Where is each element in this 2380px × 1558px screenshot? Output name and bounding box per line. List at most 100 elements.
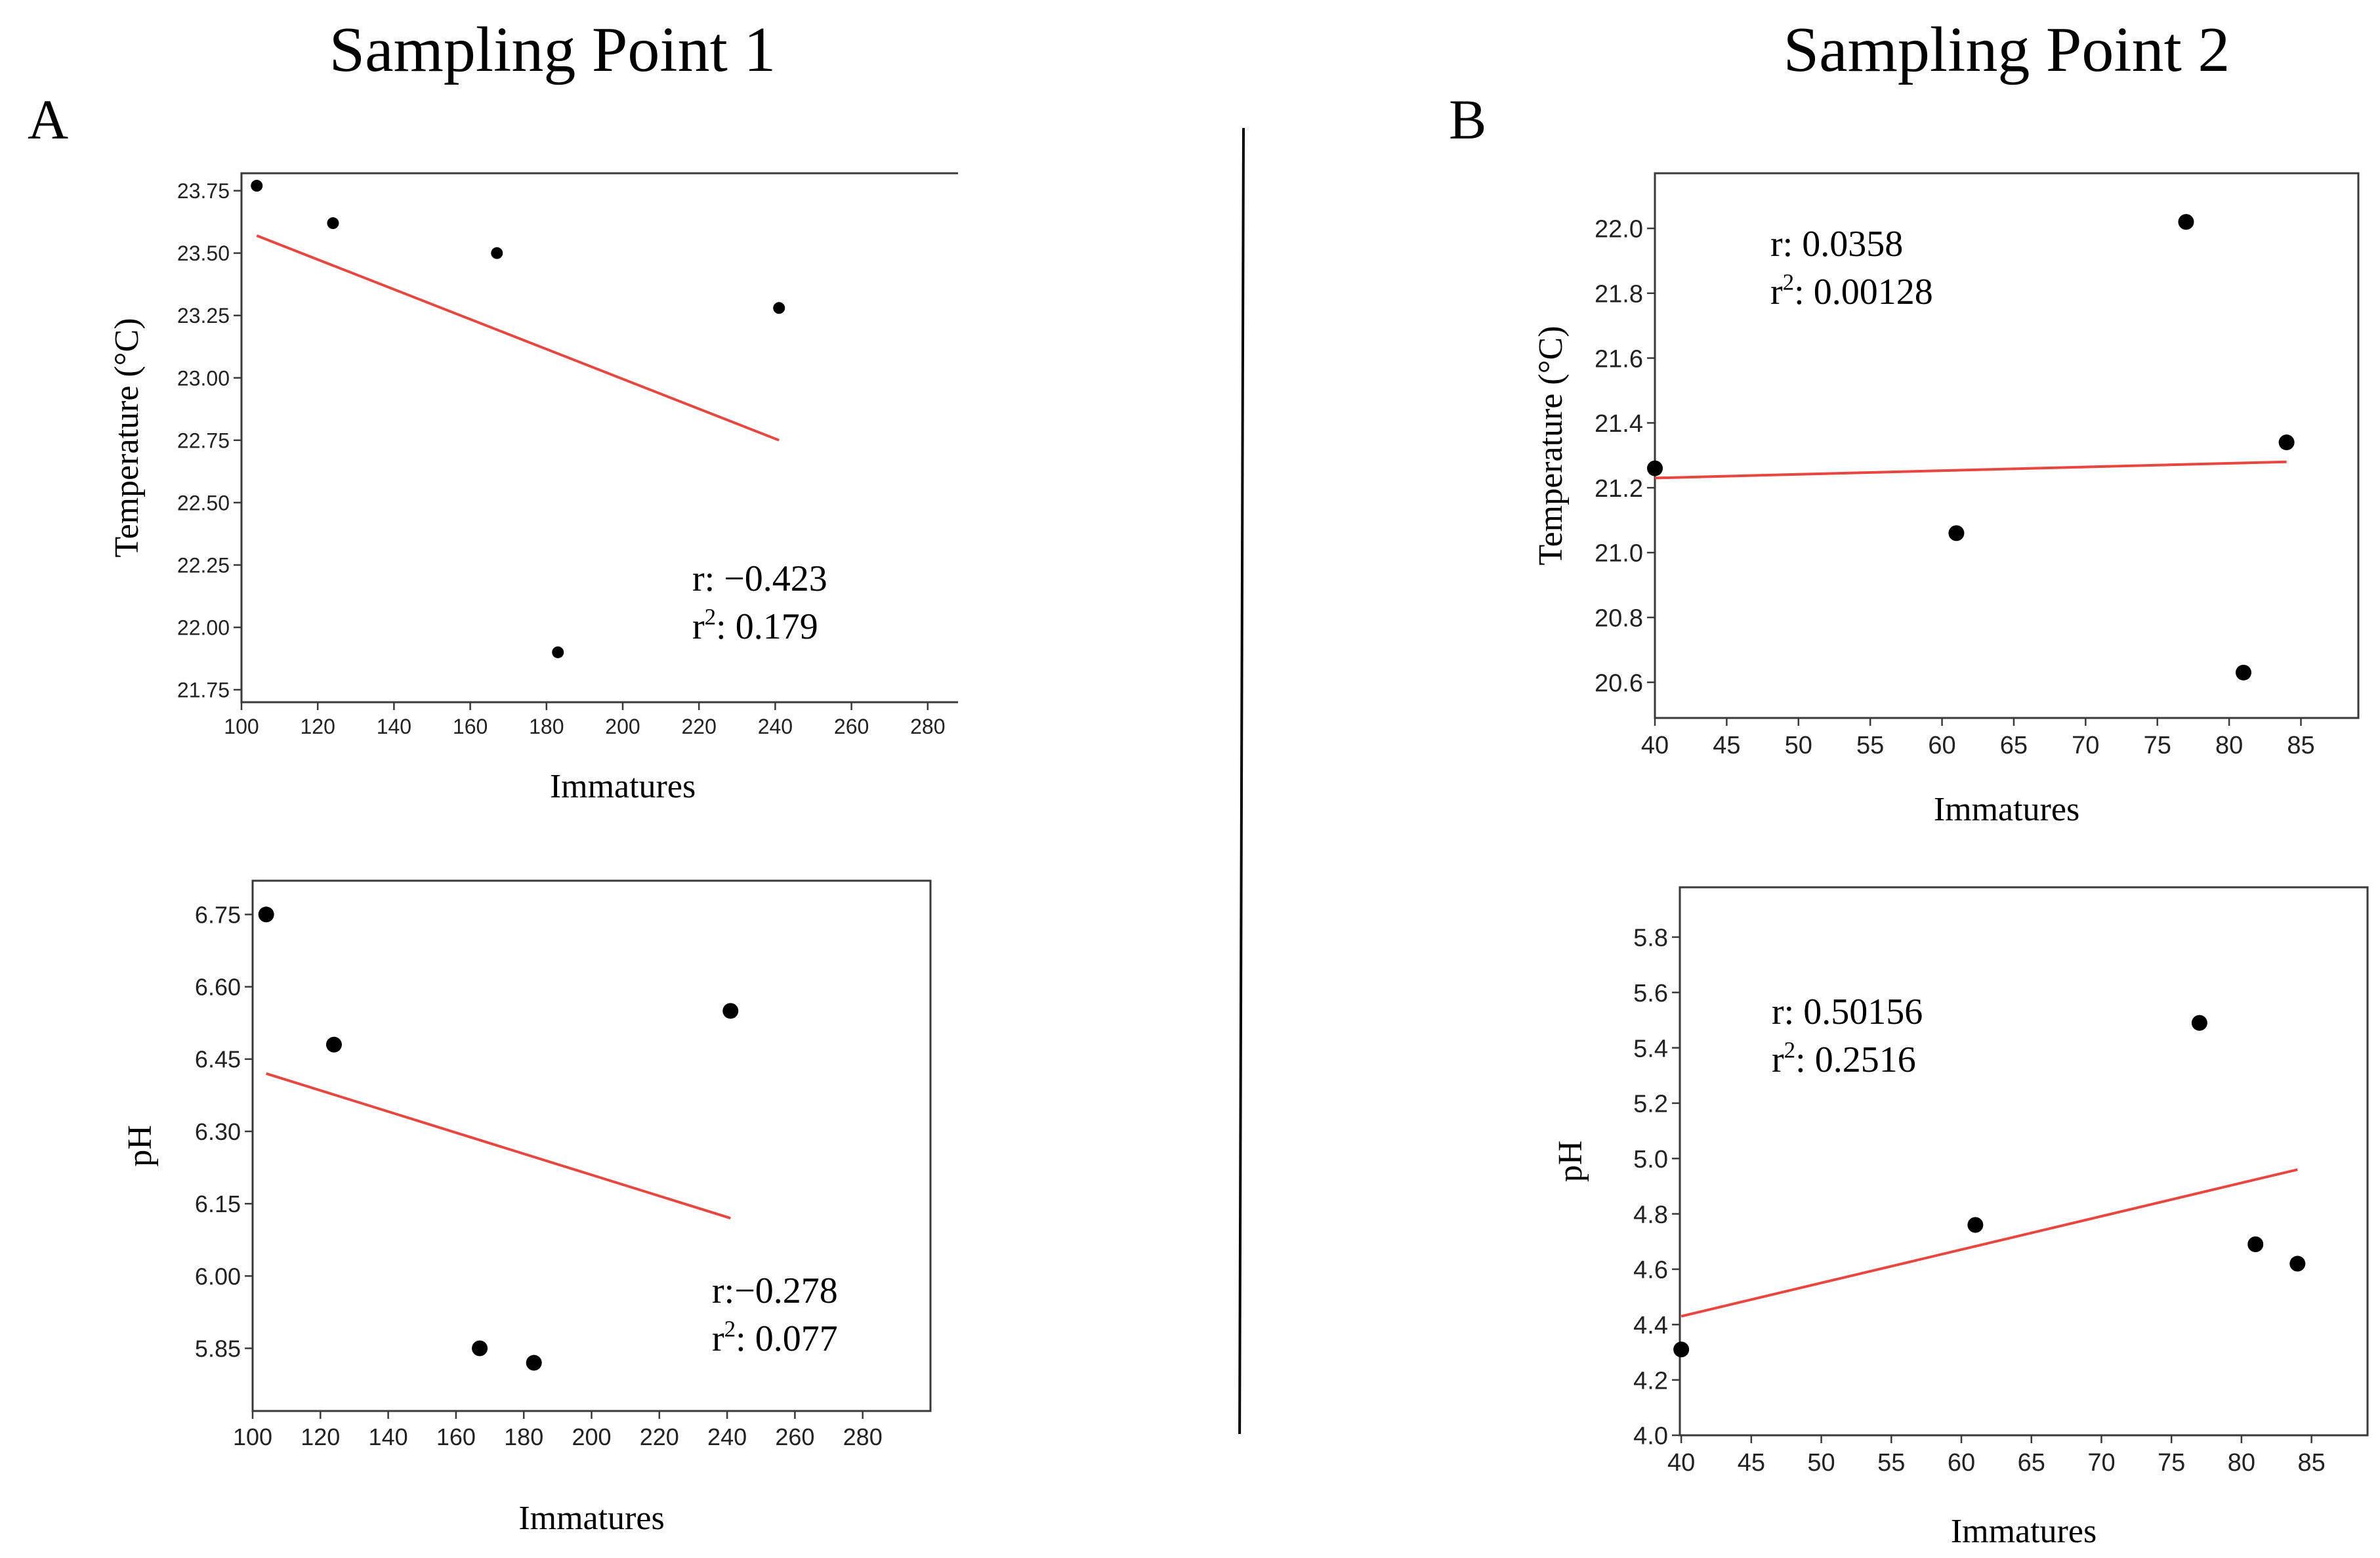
x-tick-label: 280 xyxy=(843,1423,883,1450)
x-tick-label: 55 xyxy=(1877,1449,1905,1477)
x-tick-label: 220 xyxy=(640,1423,679,1450)
data-point xyxy=(773,302,785,314)
y-axis-label: Temperature (°C) xyxy=(1532,326,1570,565)
y-tick-label: 6.45 xyxy=(195,1046,241,1073)
x-tick-label: 70 xyxy=(2072,732,2099,759)
y-tick-label: 23.25 xyxy=(177,304,230,327)
regression-line xyxy=(1654,460,2287,480)
y-tick-label: 20.6 xyxy=(1595,669,1643,697)
x-tick-label: 80 xyxy=(2228,1449,2255,1477)
y-tick-label: 21.2 xyxy=(1595,475,1643,503)
x-tick-label: 45 xyxy=(1738,1449,1765,1477)
data-point xyxy=(472,1340,488,1357)
x-tick-label: 60 xyxy=(1928,732,1955,759)
x-tick-label: 80 xyxy=(2215,732,2243,759)
regression-line xyxy=(256,234,780,442)
correlation-r-squared: r2: 0.179 xyxy=(692,604,818,647)
y-tick-label: 22.75 xyxy=(177,429,230,452)
correlation-r: r:−0.278 xyxy=(712,1271,838,1311)
y-tick-label: 4.6 xyxy=(1633,1257,1668,1284)
y-tick-label: 22.50 xyxy=(177,491,230,515)
data-point xyxy=(491,247,503,259)
data-point xyxy=(722,1003,739,1019)
x-tick-label: 100 xyxy=(233,1423,272,1450)
x-axis-label: Immatures xyxy=(518,1500,664,1537)
chart-sp1-temperature: 100 120 140 160 180 200 220 240 260 280 21.75 22.00… xyxy=(108,172,958,805)
x-tick-label: 180 xyxy=(504,1423,543,1450)
x-tick-label: 140 xyxy=(377,715,411,738)
y-tick-label: 5.6 xyxy=(1633,980,1668,1007)
y-tick-label: 21.75 xyxy=(177,679,230,702)
y-tick-label: 21.4 xyxy=(1595,410,1643,438)
regression-line xyxy=(266,1072,731,1220)
correlation-r: r: 0.0358 xyxy=(1770,224,1903,264)
y-tick-label: 20.8 xyxy=(1595,605,1643,633)
data-point xyxy=(2289,1255,2306,1272)
y-tick-label: 5.0 xyxy=(1633,1146,1668,1173)
y-tick-label: 4.2 xyxy=(1633,1367,1668,1395)
x-tick-label: 75 xyxy=(2158,1449,2185,1477)
panel-title-sampling-point-1: Sampling Point 1 xyxy=(329,14,776,85)
y-tick-label: 4.4 xyxy=(1633,1312,1668,1339)
y-tick-label: 4.8 xyxy=(1633,1201,1668,1229)
x-tick-label: 40 xyxy=(1641,732,1669,759)
data-point xyxy=(2278,434,2295,451)
y-axis-label: Temperature (°C) xyxy=(108,318,146,557)
correlation-r: r: 0.50156 xyxy=(1772,992,1923,1032)
y-tick-label: 23.75 xyxy=(177,179,230,203)
x-tick-label: 180 xyxy=(529,715,564,738)
y-tick-label: 6.75 xyxy=(195,901,241,928)
plot-frame xyxy=(240,172,958,704)
y-tick-label: 4.0 xyxy=(1633,1423,1668,1450)
data-point xyxy=(1647,460,1663,476)
panel-letter-a: A xyxy=(28,88,69,151)
y-tick-label: 22.00 xyxy=(177,616,230,639)
x-tick-label: 140 xyxy=(369,1423,408,1450)
data-point xyxy=(258,906,274,923)
y-tick-label: 21.6 xyxy=(1595,345,1643,373)
x-tick-label: 100 xyxy=(224,715,259,738)
y-tick-label: 5.4 xyxy=(1633,1035,1668,1063)
x-tick-label: 60 xyxy=(1948,1449,1975,1477)
data-point xyxy=(2191,1015,2207,1031)
plot-frame xyxy=(1654,172,2360,719)
y-tick-label: 23.50 xyxy=(177,242,230,265)
y-tick-label: 21.8 xyxy=(1595,280,1643,308)
correlation-r: r: −0.423 xyxy=(692,558,827,599)
x-tick-label: 260 xyxy=(834,715,869,738)
y-tick-label: 6.60 xyxy=(195,974,241,1001)
x-tick-label: 220 xyxy=(682,715,717,738)
panel-divider xyxy=(1238,128,1245,1435)
y-tick-label: 5.2 xyxy=(1633,1091,1668,1118)
data-point xyxy=(1967,1217,1984,1233)
x-tick-label: 260 xyxy=(775,1423,814,1450)
data-point xyxy=(1948,525,1965,541)
y-tick-label: 22.25 xyxy=(177,553,230,577)
x-tick-label: 75 xyxy=(2144,732,2171,759)
data-point xyxy=(552,646,564,658)
y-tick-label: 5.85 xyxy=(195,1335,241,1362)
x-tick-label: 65 xyxy=(2018,1449,2045,1477)
y-tick-label: 21.0 xyxy=(1595,540,1643,568)
data-point xyxy=(1673,1341,1690,1358)
x-tick-label: 160 xyxy=(436,1423,476,1450)
x-axis-label: Immatures xyxy=(1951,1513,2097,1550)
y-tick-label: 23.00 xyxy=(177,366,230,390)
x-tick-label: 55 xyxy=(1856,732,1884,759)
x-tick-label: 85 xyxy=(2297,1449,2325,1477)
y-tick-label: 6.00 xyxy=(195,1263,241,1290)
data-point xyxy=(327,217,339,230)
chart-sp2-temperature: 40 45 50 55 60 65 70 75 80 85 20.6 20.8 21.0 21.2 21.4… xyxy=(1532,172,2360,828)
plot-frame xyxy=(1679,886,2369,1437)
data-point xyxy=(2247,1236,2264,1253)
data-point xyxy=(2178,214,2194,230)
correlation-r-squared: r2: 0.2516 xyxy=(1772,1038,1916,1080)
plot-frame xyxy=(251,879,932,1412)
x-tick-label: 45 xyxy=(1713,732,1740,759)
chart-sp1-ph: 100 120 140 160 180 200 220 240 260 280 5.85 6.00 6.… xyxy=(121,879,932,1537)
x-axis-label: Immatures xyxy=(550,768,696,805)
panel-letter-b: B xyxy=(1449,88,1487,151)
x-tick-label: 40 xyxy=(1667,1449,1695,1477)
correlation-r-squared: r2: 0.077 xyxy=(712,1316,838,1359)
